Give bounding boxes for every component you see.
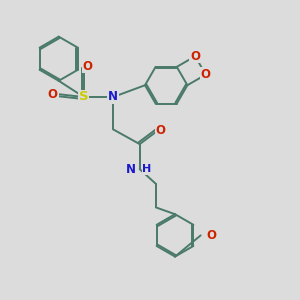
- Text: N: N: [126, 163, 136, 176]
- Text: O: O: [190, 50, 200, 63]
- Text: N: N: [108, 91, 118, 103]
- Text: O: O: [201, 68, 211, 81]
- Text: O: O: [48, 88, 58, 100]
- Text: S: S: [79, 91, 88, 103]
- Text: H: H: [142, 164, 151, 174]
- Text: O: O: [206, 229, 216, 242]
- Text: O: O: [82, 60, 92, 73]
- Text: O: O: [155, 124, 165, 137]
